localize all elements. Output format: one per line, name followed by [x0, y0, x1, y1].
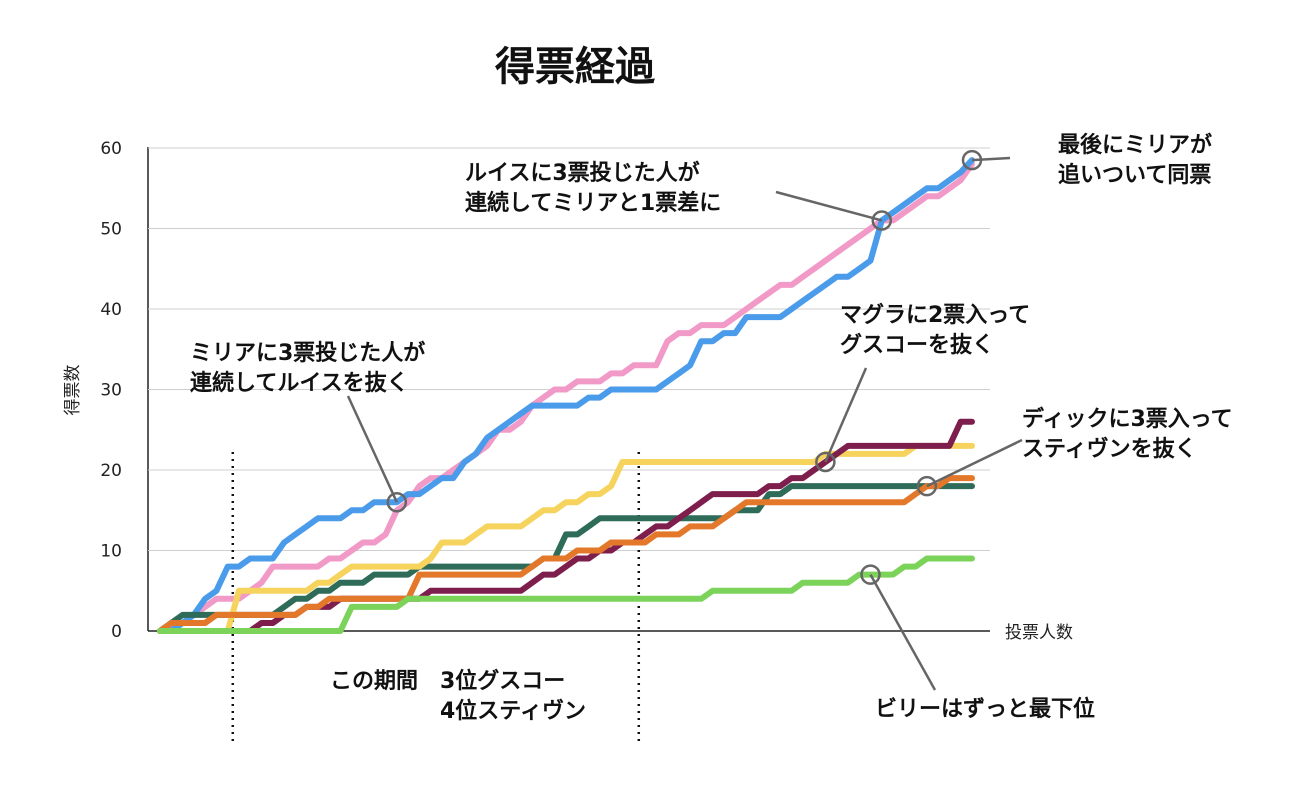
series-line-ミリア: [157, 161, 975, 634]
callout-marker: [916, 475, 938, 497]
y-tick-label: 30: [100, 381, 122, 401]
annotation-text: 連続してミリアと1票差に: [465, 190, 721, 216]
annotation-text: スティヴンを抜く: [1022, 436, 1197, 462]
annotation-text: ルイスに3票投じた人が: [465, 160, 700, 186]
callout-marker: [386, 491, 408, 513]
callout-leader-line: [346, 395, 398, 503]
y-tick-label: 20: [100, 461, 122, 481]
annotation-text: マグラに2票入って: [840, 302, 1030, 328]
callout-leader-line: [869, 574, 937, 691]
series-line-スティヴン: [157, 442, 975, 634]
series-line-ビリー: [157, 555, 975, 634]
callout-marker: [815, 451, 836, 473]
callout-leader-line: [971, 156, 1011, 162]
x-axis-label: 投票人数: [1005, 623, 1073, 643]
annotation-text: 追いついて同票: [1058, 162, 1211, 188]
callout-leader-line: [775, 190, 883, 222]
y-tick-label: 60: [100, 139, 122, 159]
callout-leader-line: [926, 438, 1023, 488]
callout-marker: [860, 564, 881, 585]
callout-marker: [871, 210, 893, 231]
series-line-グスコー: [157, 483, 975, 634]
y-tick-label: 40: [100, 300, 122, 320]
annotation-text: ミリアに3票投じた人が: [190, 340, 425, 366]
y-tick-label: 50: [100, 220, 122, 240]
y-tick-label: 10: [100, 542, 122, 562]
annotation-text: 連続してルイスを抜く: [190, 370, 409, 396]
chart-title: 得票経過: [495, 44, 656, 90]
callout-leader-line: [824, 367, 868, 463]
annotation-text: ビリーはずっと最下位: [875, 696, 1095, 722]
callout-marker: [961, 149, 983, 171]
annotation-text: この期間 3位グスコー: [330, 668, 565, 694]
y-axis-label: 得票数: [63, 365, 83, 416]
series-line-ルイス: [157, 157, 975, 634]
annotation-text: ディックに3票入って: [1022, 406, 1233, 432]
annotation-text: グスコーを抜く: [840, 332, 994, 358]
annotation-text: 4位スティヴン: [330, 698, 586, 724]
series-line-ディック: [157, 475, 975, 634]
annotation-text: 最後にミリアが: [1058, 132, 1212, 158]
y-tick-label: 0: [111, 622, 122, 642]
